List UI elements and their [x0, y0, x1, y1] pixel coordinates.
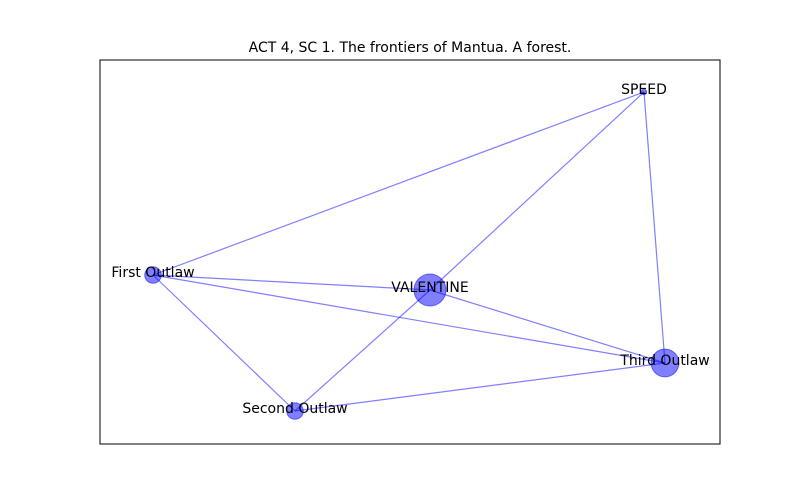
edge-speed-valentine [429, 91, 645, 291]
node-first-outlaw [144, 266, 162, 284]
edge-first-outlaw-valentine [152, 274, 431, 291]
node-label-first-outlaw: First Outlaw [111, 265, 194, 281]
node-valentine [413, 273, 447, 307]
node-label-third-outlaw: Third Outlaw [619, 353, 709, 369]
node-second-outlaw [286, 402, 304, 420]
edge-first-outlaw-third-outlaw [152, 274, 666, 364]
edge-valentine-second-outlaw [294, 289, 431, 412]
plot-frame [99, 59, 721, 445]
edges-layer [152, 91, 666, 412]
node-speed [640, 88, 648, 96]
edge-second-outlaw-third-outlaw [294, 362, 666, 412]
labels-layer: SPEED First Outlaw VALENTINE Third Outlaw Se… [111, 82, 709, 417]
edge-first-outlaw-second-outlaw [152, 274, 296, 412]
edge-valentine-third-outlaw [429, 289, 666, 364]
node-label-valentine: VALENTINE [391, 280, 468, 296]
chart-title: ACT 4, SC 1. The frontiers of Mantua. A … [249, 40, 572, 56]
node-third-outlaw [650, 348, 680, 378]
node-label-speed: SPEED [621, 82, 667, 98]
node-label-second-outlaw: Second Outlaw [242, 401, 347, 417]
nodes-layer [144, 88, 680, 420]
edge-speed-third-outlaw [643, 91, 666, 364]
edge-speed-first-outlaw [152, 91, 645, 276]
